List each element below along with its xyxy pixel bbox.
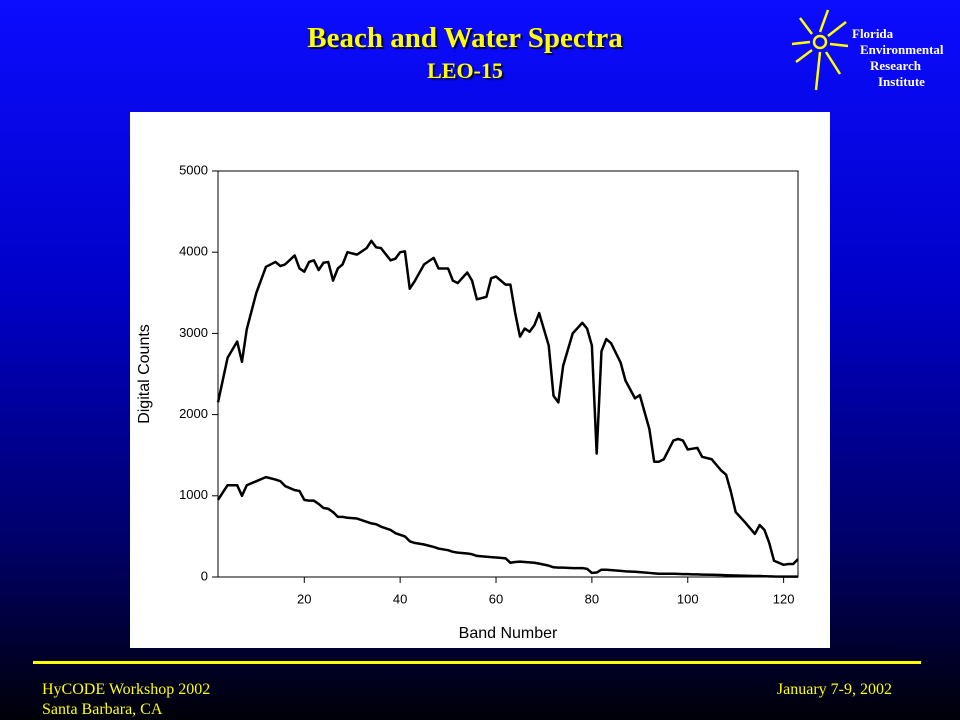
slide-title: Beach and Water Spectra	[307, 22, 623, 54]
x-tick-label: 120	[773, 591, 795, 606]
footer-left: HyCODE Workshop 2002	[42, 681, 211, 698]
y-tick-label: 2000	[179, 406, 208, 421]
logo-text: Florida	[852, 26, 894, 41]
logo-text: Environmental	[860, 42, 944, 57]
x-axis-title: Band Number	[459, 625, 558, 642]
footer-left: Santa Barbara, CA	[42, 701, 163, 718]
footer-right: January 7-9, 2002	[776, 681, 892, 698]
y-tick-label: 3000	[179, 325, 208, 340]
x-tick-label: 40	[393, 591, 407, 606]
chart: Band Number Digital Counts 0 1000 2000 3000…	[130, 112, 830, 648]
y-tick-label: 5000	[179, 162, 208, 177]
plot-frame	[217, 170, 799, 578]
line	[216, 475, 798, 578]
x-tick-label: 20	[297, 591, 311, 606]
logo-text: Research	[870, 58, 922, 73]
y-tick-label: 4000	[179, 244, 208, 259]
y-tick-label: 1000	[179, 487, 208, 502]
logo-text: Institute	[878, 74, 925, 89]
x-tick-label: 60	[489, 591, 503, 606]
logo-sun	[791, 9, 849, 91]
logo: Florida Environmental Research Institute	[791, 9, 944, 91]
x-tick-label: 80	[585, 591, 599, 606]
slide-subtitle: LEO-15	[427, 58, 503, 83]
x-tick-label: 100	[677, 591, 699, 606]
line	[216, 239, 799, 567]
y-axis-title: Digital Counts	[136, 324, 153, 424]
y-tick-label: 0	[201, 568, 208, 583]
footer-rule	[33, 661, 921, 664]
